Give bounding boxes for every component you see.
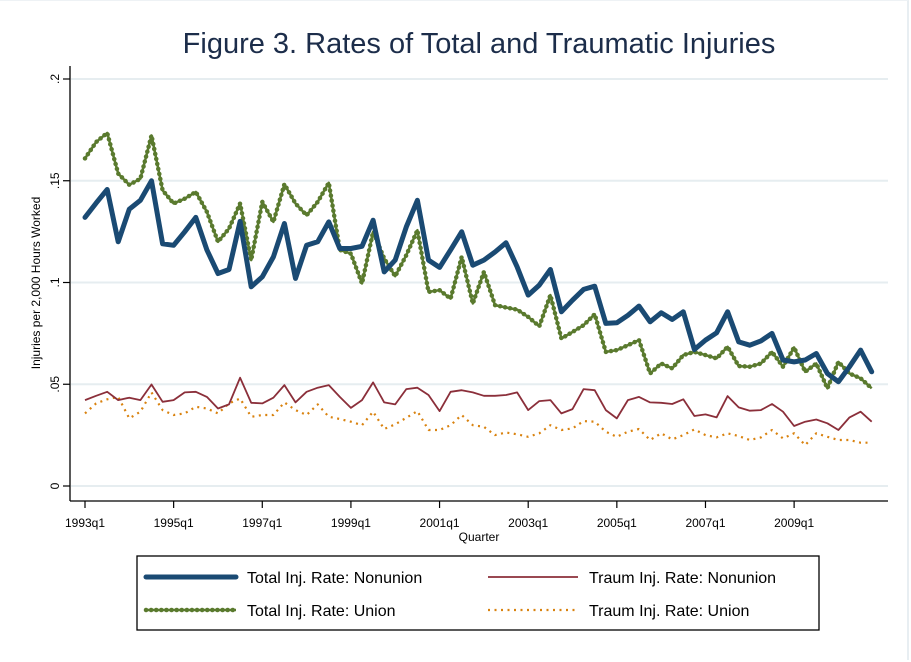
series-total-inj-rate-union xyxy=(82,130,874,391)
y-tick-label: .1 xyxy=(48,277,62,287)
legend: Total Inj. Rate: Nonunion Traum Inj. Rate… xyxy=(136,555,820,631)
series-traum-inj-rate-nonunion xyxy=(84,376,873,431)
series-line xyxy=(84,391,872,447)
y-axis-title: Injuries per 2,000 Hours Worked xyxy=(29,197,43,370)
series-line xyxy=(82,130,874,391)
x-tick-label: 2005q1 xyxy=(597,516,637,530)
legend-item: Traum Inj. Rate: Union xyxy=(488,603,749,620)
x-tick-label: 2001q1 xyxy=(420,516,460,530)
y-tick-label: .15 xyxy=(48,172,62,189)
x-tick-label: 1997q1 xyxy=(242,516,282,530)
x-axis-ticks: 1993q1 1995q1 1997q1 1999q1 2001q1 2003q1 2005… xyxy=(65,501,814,530)
legend-item: Total Inj. Rate: Nonunion xyxy=(143,570,422,587)
legend-box xyxy=(136,555,820,631)
legend-label: Total Inj. Rate: Union xyxy=(247,603,396,620)
chart-title: Figure 3. Rates of Total and Traumatic I… xyxy=(183,28,776,60)
series-line xyxy=(82,178,875,385)
series-total-inj-rate-nonunion xyxy=(82,178,875,385)
y-tick-label: .2 xyxy=(48,74,62,84)
y-tick-label: .05 xyxy=(48,376,62,393)
x-axis-title: Quarter xyxy=(459,530,500,544)
x-tick-label: 1993q1 xyxy=(65,516,105,530)
series-group xyxy=(82,130,875,447)
x-tick-label: 2003q1 xyxy=(508,516,548,530)
series-traum-inj-rate-union xyxy=(84,391,872,447)
x-tick-label: 1995q1 xyxy=(154,516,194,530)
legend-label: Traum Inj. Rate: Nonunion xyxy=(589,570,776,587)
x-tick-label: 2009q1 xyxy=(774,516,814,530)
x-tick-label: 1999q1 xyxy=(331,516,371,530)
legend-label: Total Inj. Rate: Nonunion xyxy=(247,570,422,587)
y-axis-ticks: 0 .05 .1 .15 .2 xyxy=(48,74,70,489)
series-line xyxy=(84,376,873,431)
legend-label: Traum Inj. Rate: Union xyxy=(589,603,749,620)
legend-item: Traum Inj. Rate: Nonunion xyxy=(488,570,776,587)
legend-item: Total Inj. Rate: Union xyxy=(143,603,396,620)
x-tick-label: 2007q1 xyxy=(685,516,725,530)
y-tick-label: 0 xyxy=(48,482,62,489)
